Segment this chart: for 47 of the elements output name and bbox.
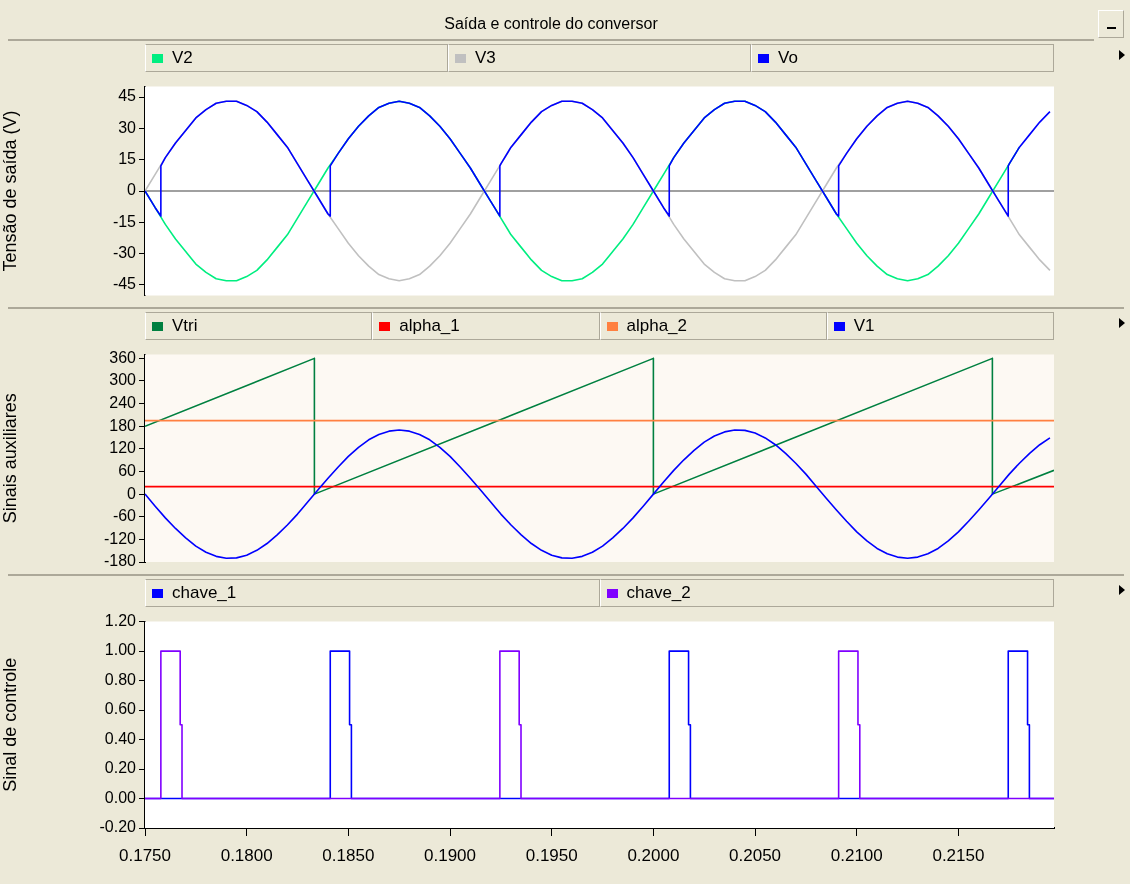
legend-label: chave_1 [172,583,237,603]
y-tick-label: -30 [112,244,137,262]
y-tick-label: 0.20 [104,759,137,777]
y-tick-label: 120 [109,439,137,457]
y-tick-label: 15 [118,150,137,168]
y-tick-label: -180 [103,552,137,570]
y-tick-label: 360 [109,348,137,366]
y-tick-label: -45 [112,275,137,293]
x-tick-label: 0.1950 [525,845,578,865]
x-tick-label: 0.2100 [830,845,883,865]
x-tick-label: 0.1900 [424,845,477,865]
x-tick-label: 0.2150 [932,845,985,865]
y-tick-label: 300 [109,371,137,389]
legend-label: alpha_1 [399,316,460,336]
y-tick-label: 0 [127,181,137,199]
y-tick-label: 0.00 [104,788,137,806]
legend-label: Vtri [172,316,198,336]
legend-label: V3 [475,48,496,68]
y-tick-label: 60 [118,461,137,479]
x-tick-label: 0.1750 [119,845,171,865]
y-tick-label: 0 [127,484,137,502]
x-tick-label: 0.1850 [322,845,375,865]
legend-label: V2 [172,48,193,68]
legend-label: chave_2 [626,583,691,603]
legend-label: alpha_2 [626,316,688,336]
y-tick-label: -120 [103,529,137,547]
x-tick-label: 0.2000 [627,845,680,865]
y-tick-label: 1.00 [104,641,137,659]
y-tick-label: 0.40 [104,729,137,747]
chart-title: Saída e controle do conversor [8,8,1094,41]
y-tick-label: 240 [109,394,137,412]
x-tick-label: 0.2050 [729,845,782,865]
legend-label: V1 [853,316,875,336]
y-tick-label: -60 [112,507,137,525]
y-axis-title: Sinais auxiliares [0,393,20,524]
y-tick-label: 30 [118,118,137,136]
y-tick-label: 45 [118,87,137,105]
y-axis-title: Tensão de saída (V) [0,110,20,272]
y-tick-label: 0.80 [104,670,137,688]
y-tick-label: -0.20 [99,818,137,836]
y-tick-label: 1.20 [104,612,137,630]
y-tick-label: 180 [109,416,137,434]
y-axis-title: Sinal de controle [0,657,20,792]
y-tick-label: -15 [112,212,137,230]
legend-label: Vo [778,48,798,68]
y-tick-label: 0.60 [104,700,137,718]
x-tick-label: 0.1800 [220,845,273,865]
